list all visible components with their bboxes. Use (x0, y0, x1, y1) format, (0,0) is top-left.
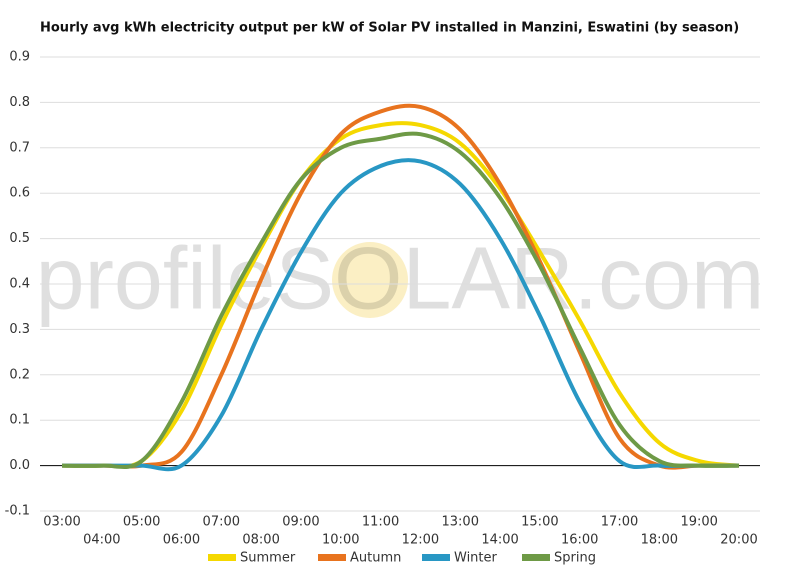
x-tick-label: 05:00 (123, 515, 160, 530)
x-tick-label: 03:00 (43, 515, 80, 530)
y-tick-label: 0.3 (9, 322, 30, 337)
x-tick-label: 12:00 (402, 533, 439, 548)
legend-swatch (208, 554, 236, 561)
y-tick-label: 0.5 (9, 231, 30, 246)
x-tick-label: 20:00 (720, 533, 757, 548)
chart-title: Hourly avg kWh electricity output per kW… (40, 21, 739, 36)
x-tick-label: 10:00 (322, 533, 359, 548)
x-tick-label: 11:00 (362, 515, 399, 530)
x-tick-label: 19:00 (680, 515, 717, 530)
x-tick-label: 09:00 (282, 515, 319, 530)
y-tick-label: 0.4 (9, 277, 30, 292)
y-tick-label: 0.1 (9, 413, 30, 428)
x-tick-label: 04:00 (83, 533, 120, 548)
series-line (62, 158, 739, 472)
watermark: profileSOLAR.com (36, 228, 765, 327)
series-line (61, 131, 740, 470)
x-tick-label: 16:00 (561, 533, 598, 548)
x-tick-label: 07:00 (203, 515, 240, 530)
series-line (62, 103, 739, 470)
legend-label: Spring (554, 551, 596, 566)
x-tick-label: 13:00 (442, 515, 479, 530)
y-tick-label: 0.0 (9, 458, 30, 473)
legend-swatch (422, 554, 450, 561)
legend-label: Winter (454, 551, 498, 566)
watermark-sun (332, 242, 408, 318)
y-tick-label: 0.2 (9, 367, 30, 382)
x-tick-label: 18:00 (641, 533, 678, 548)
legend-label: Summer (240, 551, 296, 566)
x-tick-label: 14:00 (481, 533, 518, 548)
series-line (61, 121, 740, 469)
y-tick-label: 0.9 (9, 50, 30, 65)
y-tick-label: 0.7 (9, 140, 30, 155)
x-tick-label: 08:00 (242, 533, 279, 548)
x-tick-label: 17:00 (601, 515, 638, 530)
legend-swatch (522, 554, 550, 561)
legend-label: Autumn (350, 551, 401, 566)
legend-swatch (318, 554, 346, 561)
x-tick-label: 15:00 (521, 515, 558, 530)
y-tick-label: -0.1 (5, 504, 30, 519)
x-tick-label: 06:00 (163, 533, 200, 548)
y-tick-label: 0.8 (9, 95, 30, 110)
y-tick-label: 0.6 (9, 186, 30, 201)
